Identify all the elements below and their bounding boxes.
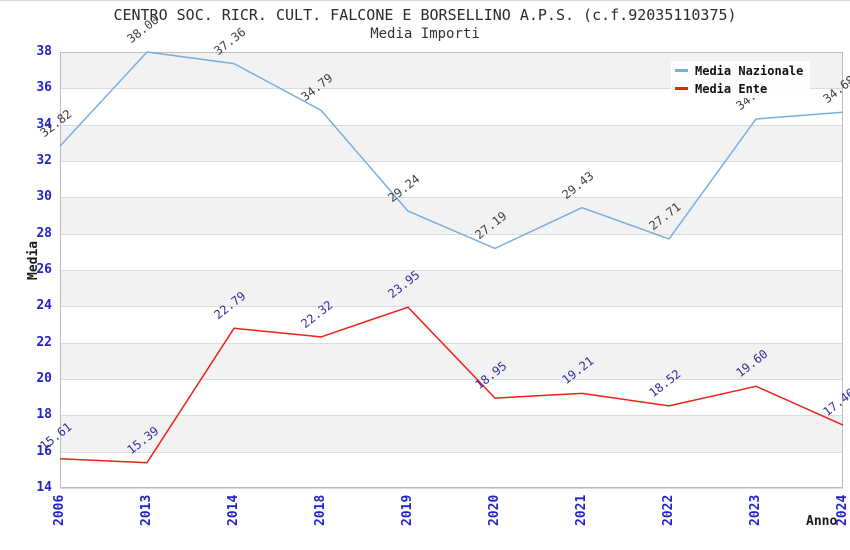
data-point-label: 27.71 [646, 200, 691, 246]
y-tick-label: 34 [36, 116, 52, 132]
data-point-label: 34.31 [733, 80, 778, 126]
y-tick-label: 28 [36, 225, 52, 241]
data-point-label: 15.61 [37, 419, 82, 466]
gridline [60, 306, 843, 308]
y-tick-label: 16 [36, 443, 52, 459]
data-point-label: 17.46 [820, 386, 850, 432]
gridline [60, 415, 843, 417]
y-tick-label: 24 [36, 298, 52, 314]
data-point-label: 27.19 [472, 209, 517, 255]
y-tick-label: 22 [36, 334, 52, 350]
media-ente-line-swatch [675, 87, 688, 90]
plot-band [60, 342, 843, 379]
chart-title: CENTRO SOC. RICR. CULT. FALCONE E BORSEL… [113, 6, 737, 24]
y-tick-label: 26 [36, 262, 52, 277]
gridline [60, 379, 843, 380]
gridline [60, 342, 843, 344]
y-tick-label: 36 [36, 80, 52, 96]
gridline [60, 270, 843, 271]
data-point-label: 15.39 [124, 423, 169, 470]
plot-area-frame [60, 52, 843, 488]
gridline [60, 124, 843, 126]
gridline [60, 233, 843, 235]
data-point-label: 34.79 [298, 71, 343, 117]
x-axis-title: Anno [806, 514, 838, 529]
data-point-label: 32.82 [37, 107, 82, 153]
y-tick-label: 20 [36, 371, 52, 386]
plot-band [60, 270, 843, 307]
legend-item-media-nazionale: Media Nazionale [675, 63, 810, 78]
data-point-label: 23.95 [385, 268, 430, 314]
data-point-label: 37.36 [211, 24, 256, 71]
media-nazionale-line-swatch [675, 69, 688, 72]
line-media-nazionale [59, 51, 844, 250]
data-point-label: 18.95 [472, 359, 517, 405]
plot-band [60, 124, 843, 161]
data-point-label: 38.00 [124, 13, 169, 59]
gridline [60, 161, 843, 162]
y-tick-label: 18 [36, 407, 52, 423]
gridline [60, 488, 843, 489]
plot-band [60, 197, 843, 234]
gridline [60, 88, 843, 90]
chart-subtitle: Media Importi [370, 26, 480, 42]
y-tick-label: 32 [36, 153, 52, 168]
gridline [60, 197, 843, 199]
legend-item-media-ente: Media Ente [675, 81, 810, 96]
data-point-label: 19.21 [559, 354, 604, 400]
data-point-label: 34.68 [820, 73, 850, 119]
chart-legend: Media Nazionale Media Ente [671, 61, 810, 98]
plot-band [60, 415, 843, 452]
y-tick-label: 38 [36, 44, 52, 59]
data-point-label: 22.79 [211, 289, 256, 335]
y-tick-label: 30 [36, 189, 52, 205]
data-point-label: 22.32 [298, 298, 343, 344]
data-point-label: 29.24 [385, 172, 430, 218]
gridline [60, 451, 843, 453]
data-point-label: 18.52 [646, 367, 691, 413]
line-media-ente [59, 306, 844, 464]
y-tick-label: 14 [36, 480, 52, 495]
data-point-label: 29.43 [559, 168, 604, 215]
legend-label: Media Ente [695, 81, 768, 96]
data-point-label: 19.60 [733, 347, 778, 393]
legend-label: Media Nazionale [695, 63, 804, 78]
